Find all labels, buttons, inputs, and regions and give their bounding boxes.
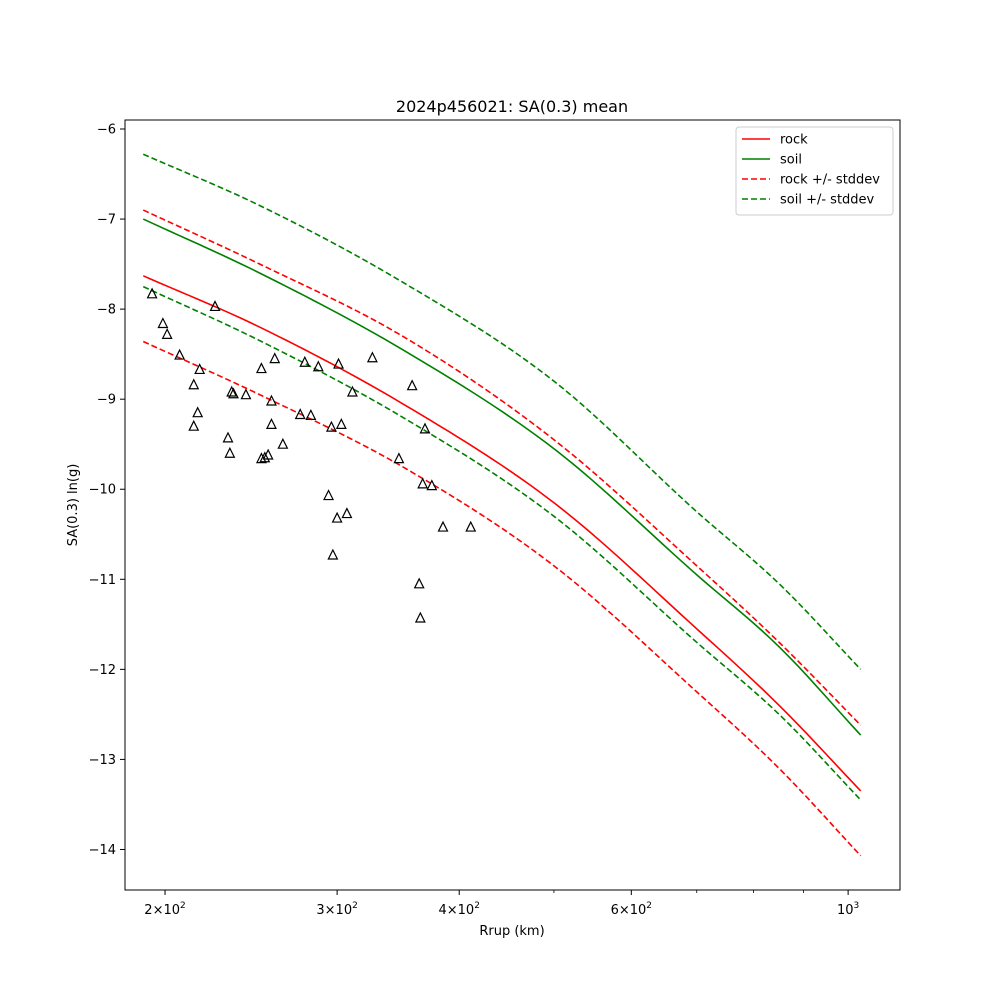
x-tick-label: 4×102 — [438, 901, 479, 918]
observation-marker — [414, 611, 426, 623]
observation-marker — [224, 446, 236, 458]
observation-marker — [157, 317, 169, 329]
observation-marker — [417, 477, 429, 489]
observation-marker — [426, 479, 438, 491]
series-line-2 — [142, 209, 862, 726]
observation-marker — [194, 363, 206, 375]
observation-marker — [305, 409, 317, 420]
legend: rock soil rock +/- stddev soil +/- stddev — [735, 126, 894, 216]
observation-marker — [325, 420, 337, 432]
y-axis: −14 −13 −12 −11 −10 −9 −8 −7 −6 — [89, 123, 125, 858]
observation-marker — [262, 448, 274, 460]
y-tick-label: −12 — [89, 663, 116, 678]
observation-marker — [146, 287, 158, 299]
x-tick-label: 3×102 — [316, 901, 357, 918]
observation-marker — [335, 418, 347, 429]
y-axis-label: SA(0.3) ln(g) — [66, 464, 81, 547]
y-tick-label: −8 — [97, 303, 116, 318]
x-axis-label: Rrup (km) — [479, 924, 544, 939]
observation-marker — [259, 451, 271, 463]
observation-marker — [346, 385, 358, 397]
x-axis: 2×102 3×102 4×102 6×102 103 — [144, 890, 859, 918]
observation-marker — [188, 378, 200, 390]
observation-marker — [192, 406, 204, 418]
x-tick-label: 6×102 — [611, 901, 652, 918]
observations-layer — [146, 287, 477, 623]
observation-marker — [393, 452, 405, 464]
observation-marker — [161, 327, 173, 339]
observation-marker — [323, 489, 335, 501]
series-layer — [142, 153, 862, 857]
legend-label: rock — [780, 133, 808, 148]
observation-marker — [413, 577, 425, 589]
observation-marker — [222, 431, 234, 443]
series-line-1 — [142, 218, 862, 736]
observation-marker — [226, 385, 238, 397]
observation-marker — [327, 548, 339, 560]
observation-marker — [265, 394, 277, 406]
observation-marker — [240, 388, 252, 400]
observation-marker — [465, 520, 477, 532]
y-tick-label: −11 — [89, 573, 116, 588]
observation-marker — [312, 360, 324, 372]
y-tick-label: −6 — [97, 123, 116, 138]
y-tick-label: −13 — [89, 753, 116, 768]
plot-frame — [124, 119, 901, 891]
chart-title: 2024p456021: SA(0.3) mean — [396, 97, 628, 116]
legend-box — [735, 126, 894, 216]
series-line-5 — [142, 285, 862, 801]
observation-marker — [341, 507, 353, 519]
legend-label: soil +/- stddev — [780, 193, 875, 208]
observation-marker — [419, 422, 431, 434]
observation-marker — [228, 387, 239, 399]
observation-marker — [437, 520, 449, 532]
series-line-4 — [142, 153, 862, 670]
y-tick-label: −14 — [89, 843, 116, 858]
y-tick-label: −7 — [97, 213, 116, 228]
observation-marker — [331, 511, 343, 523]
x-tick-label: 2×102 — [144, 901, 185, 918]
observation-marker — [366, 351, 378, 363]
observation-marker — [406, 379, 418, 391]
observation-marker — [294, 408, 306, 420]
y-tick-label: −9 — [97, 393, 116, 408]
observation-marker — [299, 355, 311, 367]
observation-marker — [333, 357, 345, 369]
observation-marker — [188, 419, 200, 431]
observation-marker — [269, 352, 281, 364]
legend-label: soil — [780, 153, 802, 168]
observation-marker — [255, 362, 267, 374]
observation-marker — [174, 348, 186, 360]
legend-label: rock +/- stddev — [780, 173, 880, 188]
series-line-0 — [142, 275, 862, 792]
observation-marker — [277, 437, 289, 449]
observation-marker — [265, 418, 277, 429]
series-line-3 — [142, 340, 862, 857]
observation-marker — [209, 300, 221, 312]
y-tick-label: −10 — [89, 483, 116, 498]
